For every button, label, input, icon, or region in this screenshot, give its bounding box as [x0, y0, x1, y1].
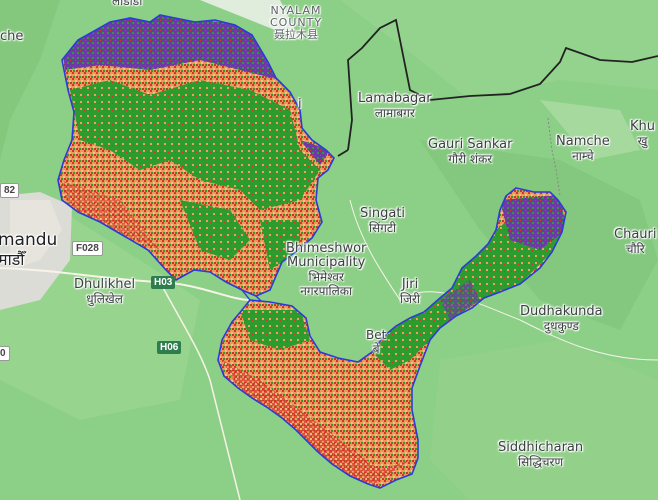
international-border — [347, 18, 658, 151]
place-label-bhimeshwor: Bhimeshwor Municipality भिमेश्वर नगरपालि… — [286, 241, 367, 299]
place-label-namche: Namche नाम्चे — [556, 134, 610, 164]
district-boundary-main — [57, 14, 335, 297]
place-label-siddhicharan: Siddhicharan सिद्धिचरण — [498, 440, 584, 470]
road-shield-partial: 0 — [0, 346, 10, 361]
road-shield-h06: H06 — [157, 341, 182, 354]
place-label-partial-beta: Bet बे — [366, 328, 387, 356]
road-shield-f028: F028 — [72, 241, 103, 256]
place-label-kathmandu: mandu माडौँ — [0, 230, 58, 270]
place-label-partial-i: i — [298, 97, 302, 112]
place-label-partial-khumbu: Khu खु — [630, 119, 656, 149]
road-shield-h03: H03 — [151, 276, 176, 289]
place-label-nyalam-county: NYALAM COUNTY 聂拉木县 — [270, 4, 323, 41]
place-label-singati: Singati सिंगटी — [360, 206, 406, 236]
place-label-dhulikhel: Dhulikhel धुलिखेल — [74, 277, 136, 307]
place-label-partial-che: che — [0, 29, 24, 44]
place-label-jiri: Jiri जिरी — [400, 277, 421, 307]
place-label-chaurikharka: Chauri चौरि — [614, 227, 657, 257]
road-shield-82: 82 — [0, 183, 20, 198]
place-label-lapchi: लाडोडो — [112, 0, 143, 8]
place-label-gauri-sankar: Gauri Sankar गौरी शंकर — [428, 137, 513, 167]
place-label-dudhakunda: Dudhakunda दुधकुण्ड — [520, 304, 603, 334]
district-boundary-lower — [217, 187, 567, 489]
place-label-lamabagar: Lamabagar लामाबगर — [358, 91, 432, 121]
